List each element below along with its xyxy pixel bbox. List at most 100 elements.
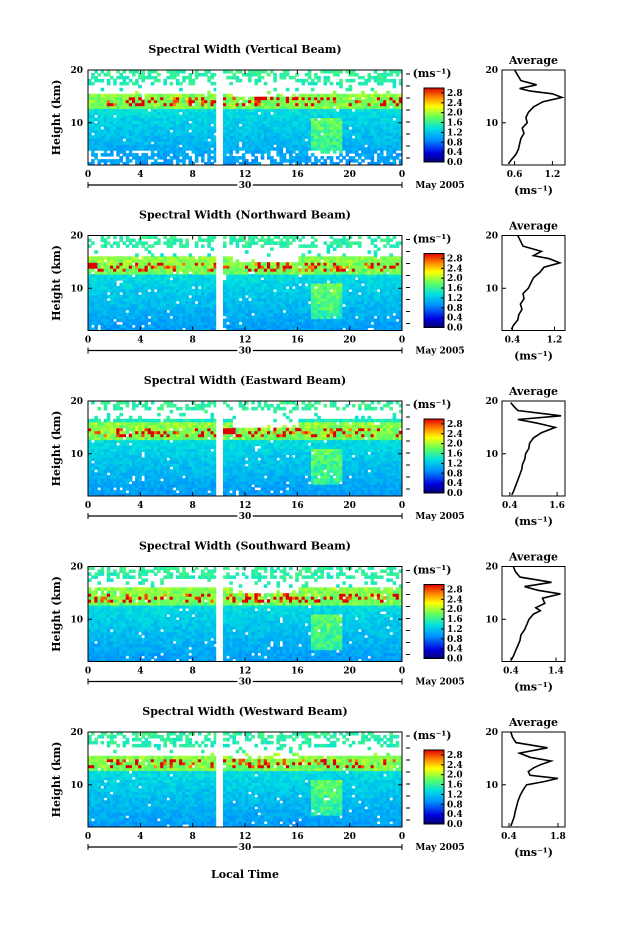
heatmap-cell — [211, 322, 215, 326]
heatmap-cell — [141, 126, 145, 129]
heatmap-cell — [245, 126, 249, 129]
heatmap-cell — [170, 283, 174, 287]
heatmap-cell — [148, 277, 152, 281]
heatmap-cell — [151, 76, 155, 80]
heatmap-cell — [189, 156, 193, 160]
heatmap-cell — [229, 268, 233, 272]
heatmap-cell — [88, 138, 92, 142]
heatmap-cell — [305, 256, 309, 260]
heatmap-cell — [101, 322, 105, 326]
heatmap-cell — [324, 121, 328, 125]
heatmap-cell — [145, 301, 149, 305]
heatmap-cell — [176, 138, 180, 142]
heatmap-cell — [248, 129, 252, 133]
heatmap-cell — [198, 289, 202, 293]
heatmap-cell — [107, 129, 111, 133]
heatmap-cell — [324, 256, 328, 260]
heatmap-cell — [135, 159, 139, 163]
heatmap-cell — [170, 70, 174, 74]
heatmap-cell — [129, 295, 133, 299]
heatmap-cell — [261, 97, 265, 101]
heatmap-cell — [346, 325, 350, 329]
heatmap-cell — [113, 100, 117, 104]
heatmap-cell — [132, 94, 136, 98]
heatmap-cell — [94, 123, 98, 127]
heatmap-cell — [364, 147, 368, 151]
heatmap-cell — [289, 147, 293, 151]
heatmap-cell — [383, 286, 387, 290]
heatmap-cell — [148, 70, 152, 74]
heatmap-cell — [386, 325, 390, 329]
heatmap-cell — [185, 135, 189, 139]
heatmap-cell — [349, 109, 353, 113]
heatmap-cell — [207, 147, 211, 151]
heatmap-cell — [113, 138, 117, 142]
heatmap-cell — [352, 103, 356, 107]
heatmap-cell — [145, 322, 149, 326]
heatmap-cell — [141, 244, 145, 248]
heatmap-cell — [192, 106, 196, 110]
heatmap-cell — [198, 94, 202, 98]
heatmap-cell — [371, 112, 375, 116]
heatmap-cell — [201, 286, 205, 290]
data-gap — [216, 236, 221, 331]
heatmap-cell — [160, 147, 164, 151]
heatmap-cell — [336, 295, 340, 299]
heatmap-cell — [349, 301, 353, 305]
heatmap-cell — [302, 316, 306, 320]
heatmap-cell — [94, 156, 98, 160]
heatmap-cell — [185, 316, 189, 320]
heatmap-cell — [295, 313, 299, 317]
heatmap-cell — [339, 244, 343, 248]
heatmap-cell — [254, 268, 258, 272]
heatmap-cell — [201, 129, 205, 133]
heatmap-cell — [157, 79, 161, 83]
heatmap-cell — [232, 304, 236, 308]
heatmap-cell — [154, 325, 158, 329]
heatmap-cell — [393, 94, 397, 98]
heatmap-cell — [358, 94, 362, 98]
heatmap-cell — [352, 147, 356, 151]
heatmap-cell — [141, 307, 145, 311]
heatmap-cell — [352, 159, 356, 163]
heatmap-cell — [336, 274, 340, 278]
heatmap-cell — [236, 156, 240, 160]
heatmap-cell — [232, 100, 236, 104]
heatmap-cell — [389, 147, 393, 151]
heatmap-cell — [298, 109, 302, 113]
heatmap-cell — [396, 147, 400, 151]
heatmap-cell — [104, 118, 108, 122]
heatmap-cell — [339, 121, 343, 125]
heatmap-cell — [320, 121, 324, 125]
heatmap-cell — [135, 313, 139, 317]
heatmap-cell — [276, 277, 280, 281]
heatmap-cell — [91, 268, 95, 272]
heatmap-cell — [286, 239, 290, 243]
heatmap-cell — [349, 159, 353, 163]
heatmap-cell — [377, 82, 381, 86]
heatmap-cell — [342, 256, 346, 260]
heatmap-cell — [280, 295, 284, 299]
heatmap-cell — [151, 292, 155, 296]
heatmap-cell — [289, 277, 293, 281]
heatmap-cell — [336, 286, 340, 290]
heatmap-cell — [358, 112, 362, 116]
heatmap-cell — [342, 103, 346, 107]
heatmap-cell — [280, 129, 284, 133]
heatmap-cell — [138, 307, 142, 311]
heatmap-cell — [170, 274, 174, 278]
heatmap-cell — [113, 121, 117, 125]
heatmap-cell — [110, 268, 114, 272]
heatmap-cell — [113, 283, 117, 287]
heatmap-cell — [308, 103, 312, 107]
heatmap-cell — [251, 295, 255, 299]
heatmap-cell — [349, 325, 353, 329]
heatmap-cell — [182, 304, 186, 308]
heatmap-cell — [264, 82, 268, 86]
heatmap-cell — [383, 135, 387, 139]
heatmap-cell — [393, 147, 397, 151]
heatmap-cell — [292, 292, 296, 296]
heatmap-cell — [123, 82, 127, 86]
heatmap-cell — [160, 112, 164, 116]
heatmap-cell — [157, 126, 161, 129]
